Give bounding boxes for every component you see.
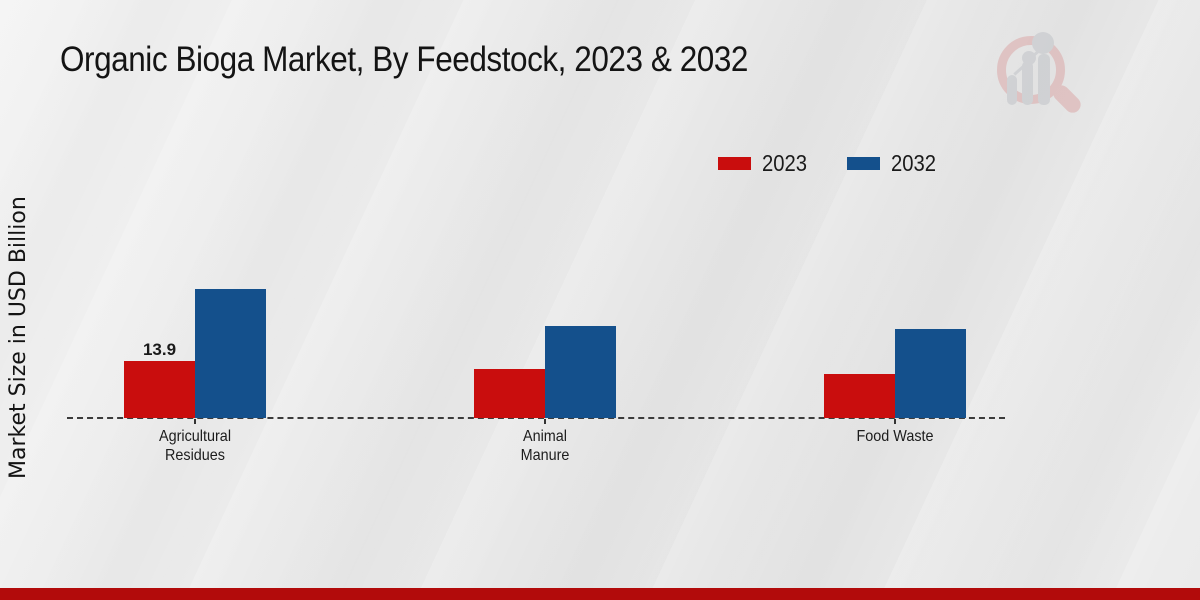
x-axis-dashed-line <box>67 417 1005 419</box>
bar-2032-group3 <box>895 329 966 418</box>
bar-value-label: 13.9 <box>142 340 177 359</box>
logo-node-dot-icon <box>1022 51 1036 65</box>
logo-bar-icon <box>1022 61 1033 105</box>
legend-item-2032: 2032 <box>847 150 942 177</box>
bottom-accent-band <box>0 588 1200 600</box>
category-label: Food Waste <box>856 428 934 445</box>
x-axis-tick <box>894 419 896 424</box>
logo-node-dot-icon <box>1032 32 1054 54</box>
brand-watermark <box>985 25 1095 120</box>
legend-label-2032: 2032 <box>891 150 937 176</box>
bar-2023-group3 <box>824 374 895 418</box>
bar-2032-group2 <box>545 326 616 418</box>
bar-2032-group1 <box>195 289 266 418</box>
logo-bar-icon <box>1038 54 1050 105</box>
category-label: Agricultural Residues <box>158 428 232 464</box>
magnifier-ring-icon <box>997 36 1065 104</box>
legend-swatch-2023 <box>718 157 751 170</box>
legend-swatch-2032 <box>847 157 881 170</box>
legend-label-2023: 2023 <box>762 150 808 176</box>
legend-item-2023: 2023 <box>718 150 813 177</box>
legend: 2023 2032 <box>718 150 942 177</box>
x-axis-tick <box>544 419 546 424</box>
logo-bar-icon <box>1007 75 1017 105</box>
bar-2023-group1 <box>124 361 195 418</box>
x-axis-tick <box>194 419 196 424</box>
category-label: Animal Manure <box>520 428 570 464</box>
chart-title: Organic Bioga Market, By Feedstock, 2023… <box>60 40 748 79</box>
bar-2023-group2 <box>474 369 545 418</box>
